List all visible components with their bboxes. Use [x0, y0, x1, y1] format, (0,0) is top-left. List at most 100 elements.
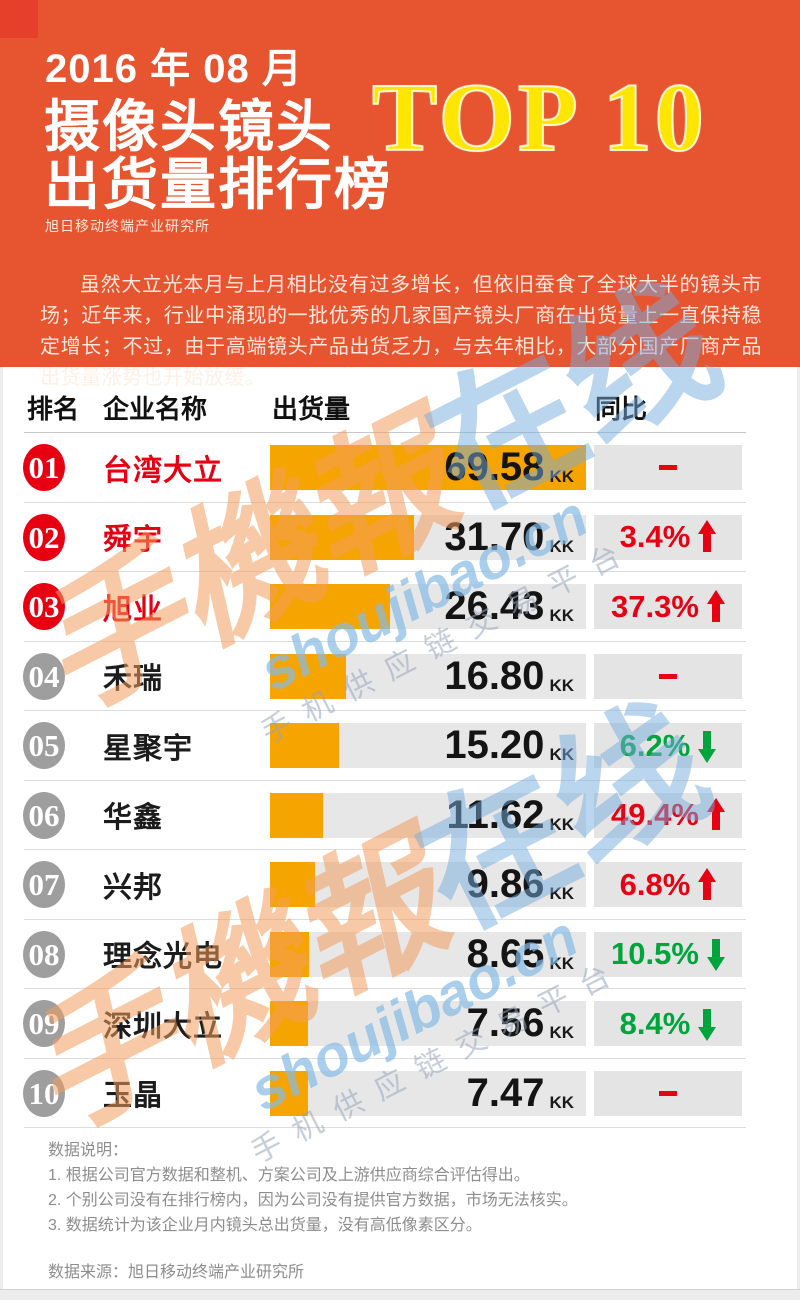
yoy-cell: 8.4% [594, 1001, 742, 1046]
data-source: 数据来源：旭日移动终端产业研究所 [48, 1264, 305, 1281]
intro-paragraph: 虽然大立光本月与上月相比没有过多增长，但依旧蚕食了全球大半的镜头市场；近年来，行… [40, 274, 762, 389]
column-header-company: 企业名称 [103, 394, 208, 424]
yoy-arrow-icon [706, 798, 725, 832]
shipment-unit: KK [549, 953, 574, 973]
company-name: 禾瑞 [103, 663, 164, 696]
company-name: 玉晶 [103, 1080, 164, 1113]
shipment-value-group: 7.56 KK [270, 1001, 574, 1046]
shipment-value: 7.47 [466, 1070, 545, 1115]
table-row: 02 舜宇 31.70 KK 3.4% [0, 503, 800, 573]
yoy-cell: 6.8% [594, 862, 742, 907]
shipment-bar-track [270, 445, 586, 490]
shipment-value-group: 11.62 KK [270, 793, 574, 838]
company-name: 旭业 [103, 593, 164, 626]
shipment-value: 31.70 [444, 514, 545, 559]
shipment-bar-fill [270, 723, 339, 768]
shipment-value-group: 69.58 KK [270, 445, 574, 490]
yoy-arrow-icon [706, 937, 725, 971]
yoy-value: 6.8% [619, 866, 691, 902]
note-line: 1. 根据公司官方数据和整机、方案公司及上游供应商综合评估得出。 [48, 1167, 530, 1184]
rank-badge: 06 [23, 791, 65, 839]
table-row: 09 深圳大立 7.56 KK 8.4% [0, 989, 800, 1059]
page-title-line1: 摄像头镜头 [44, 95, 334, 158]
company-name: 华鑫 [103, 802, 164, 835]
note-line: 2. 个别公司没有在排行榜内，因为公司没有提供官方数据，市场无法核实。 [48, 1192, 578, 1209]
shipment-value: 7.56 [466, 1001, 545, 1045]
shipment-bar-track [270, 862, 586, 907]
yoy-cell: 49.4% [594, 792, 742, 838]
shipment-value: 11.62 [446, 792, 545, 837]
no-change-dash-icon [659, 1090, 677, 1096]
shipment-bar-fill [270, 862, 315, 907]
yoy-value: 3.4% [619, 519, 691, 554]
yoy-value: 8.4% [619, 1005, 691, 1041]
yoy-cell: 37.3% [594, 584, 742, 629]
table-row: 08 理念光电 8.65 KK 10.5% [0, 920, 800, 990]
shipment-unit: KK [549, 606, 574, 625]
shipment-bar-track [270, 723, 586, 768]
table-header: 排名 企业名称 出货量 同比 [0, 367, 800, 433]
footer-notes: 数据说明： 1. 根据公司官方数据和整机、方案公司及上游供应商综合评估得出。 2… [48, 1138, 578, 1285]
rank-badge: 07 [23, 861, 65, 908]
company-name: 台湾大立 [103, 454, 224, 487]
rank-badge: 05 [23, 722, 65, 769]
shipment-value-group: 9.86 KK [270, 862, 574, 907]
table-row: 03 旭业 26.43 KK 37.3% [0, 572, 800, 642]
shipment-unit: KK [549, 884, 574, 903]
rank-badge: 02 [23, 513, 65, 561]
shipment-bar-fill [270, 1070, 308, 1116]
yoy-value: 37.3% [611, 588, 699, 624]
shipment-value-group: 26.43 KK [270, 584, 574, 629]
shipment-bar-fill [270, 514, 415, 560]
yoy-cell [594, 1070, 742, 1116]
shipment-bar-track [270, 792, 586, 838]
rank-badge: 04 [23, 652, 65, 700]
shipment-value-group: 8.65 KK [270, 932, 574, 977]
yoy-cell [594, 445, 742, 490]
company-name: 理念光电 [103, 941, 224, 974]
table-row: 07 兴邦 9.86 KK 6.8% [0, 850, 800, 920]
shipment-value-group: 31.70 KK [270, 515, 574, 560]
shipment-value-group: 15.20 KK [270, 723, 574, 768]
note-line: 3. 数据统计为该企业月内镜头总出货量，没有高低像素区分。 [48, 1217, 482, 1234]
yoy-value: 6.2% [619, 727, 691, 763]
hero-header: 2016 年 08 月 摄像头镜头 出货量排行榜 TOP 10 旭日移动终端产业… [0, 0, 800, 389]
shipment-value: 15.20 [444, 723, 545, 767]
rank-badge: 08 [23, 930, 65, 978]
table-row: 06 华鑫 11.62 KK 49.4% [0, 781, 800, 851]
rank-badge: 09 [23, 1000, 65, 1047]
corner-accent [0, 0, 38, 38]
shipment-unit: KK [549, 814, 574, 834]
yoy-value: 49.4% [611, 797, 699, 832]
research-org: 旭日移动终端产业研究所 [45, 218, 210, 234]
shipment-bar-track [270, 653, 586, 699]
yoy-arrow-icon [698, 867, 717, 902]
shipment-unit: KK [549, 1023, 574, 1042]
rank-badge: 10 [23, 1069, 65, 1117]
yoy-cell: 10.5% [594, 931, 742, 977]
rank-badge: 03 [23, 583, 65, 630]
table-row: 05 星聚宇 15.20 KK 6.2% [0, 711, 800, 781]
yoy-cell: 3.4% [594, 514, 742, 560]
shipment-value: 16.80 [444, 653, 545, 698]
report-month: 2016 年 08 月 [45, 47, 303, 91]
shipment-unit: KK [549, 745, 574, 764]
table-row: 10 玉晶 7.47 KK [0, 1059, 800, 1129]
shipment-unit: KK [549, 1092, 574, 1112]
shipment-value-group: 16.80 KK [270, 654, 574, 699]
shipment-bar-track [270, 514, 586, 560]
company-name: 兴邦 [103, 871, 164, 904]
top10-badge: TOP 10 [371, 63, 707, 173]
no-change-dash-icon [659, 465, 677, 470]
shipment-bar-fill [270, 931, 310, 977]
shipment-value: 8.65 [466, 931, 545, 976]
company-name: 星聚宇 [103, 732, 194, 765]
yoy-arrow-icon [698, 729, 717, 763]
column-header-rank: 排名 [27, 394, 80, 424]
company-name: 深圳大立 [103, 1010, 224, 1043]
shipment-value: 26.43 [444, 584, 545, 628]
column-header-shipment: 出货量 [272, 394, 351, 424]
shipment-unit: KK [549, 675, 574, 695]
shipment-bar-fill [270, 584, 391, 629]
table-row: 01 台湾大立 69.58 KK [0, 433, 800, 503]
